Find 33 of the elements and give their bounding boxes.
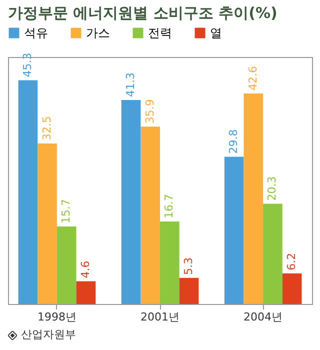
bar <box>224 156 244 304</box>
legend-label: 열 <box>210 26 222 40</box>
legend-label: 가스 <box>86 26 110 40</box>
data-label: 35.9 <box>143 99 156 124</box>
legend-label: 석유 <box>24 26 48 40</box>
bar <box>263 204 282 304</box>
bar <box>18 80 38 304</box>
bar <box>56 226 76 304</box>
x-tick-label: 2001년 <box>140 310 180 324</box>
bar <box>244 94 264 304</box>
data-label: 32.5 <box>40 116 54 140</box>
bar <box>121 100 141 304</box>
data-label: 15.7 <box>60 198 73 224</box>
bar <box>179 278 199 304</box>
x-tick-label: 1998년 <box>37 310 76 324</box>
data-label: 45.3 <box>20 52 34 78</box>
data-label: 42.6 <box>246 66 260 91</box>
data-label: 4.6 <box>78 260 92 278</box>
chart-title: 가정부문 에너지원별 소비구조 추이(%) <box>8 4 278 22</box>
data-label: 5.3 <box>182 257 195 275</box>
data-label: 41.3 <box>124 72 138 97</box>
bar <box>140 126 160 304</box>
data-label: 16.7 <box>162 194 176 218</box>
data-label: 20.3 <box>266 176 279 201</box>
legend-label: 전력 <box>148 26 172 40</box>
bar <box>282 273 302 304</box>
x-tick-label: 2004년 <box>244 310 283 324</box>
data-label: 6.2 <box>285 252 298 270</box>
text: 산업자원부 <box>21 328 76 342</box>
bar <box>76 281 96 304</box>
bar <box>38 143 57 304</box>
bar <box>160 222 180 304</box>
data-label: 29.8 <box>227 129 240 154</box>
